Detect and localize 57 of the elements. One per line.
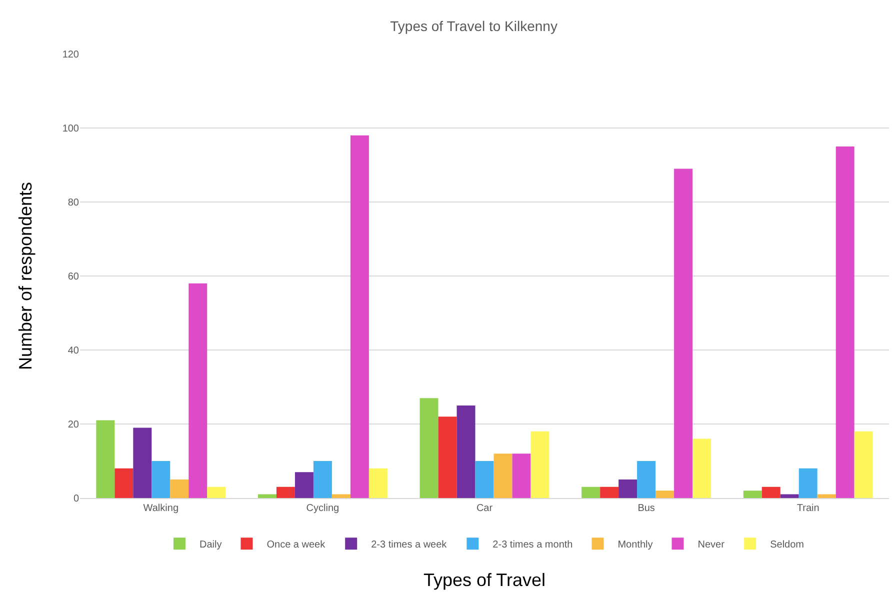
y-tick-label: 80	[68, 198, 80, 208]
bar	[582, 486, 600, 498]
y-tick-label: 0	[73, 494, 80, 504]
bar	[170, 480, 189, 498]
bar	[332, 494, 350, 498]
bar	[780, 494, 799, 498]
legend-label: Never	[698, 539, 726, 550]
chart-title: Types of Travel to Kilkenny	[390, 18, 558, 34]
bar	[637, 461, 656, 498]
bar	[743, 490, 762, 498]
bar	[530, 431, 550, 498]
y-tick-label: 100	[62, 124, 80, 134]
bar	[114, 468, 134, 498]
y-tick-label: 120	[62, 50, 80, 60]
bar	[368, 468, 388, 498]
legend-label: 2-3 times a month	[492, 539, 573, 550]
y-tick-label: 20	[68, 420, 80, 430]
bar	[494, 454, 512, 498]
bar	[512, 454, 531, 498]
bar	[258, 494, 276, 498]
x-tick-label: Cycling	[306, 503, 340, 514]
bar	[276, 486, 295, 498]
bar	[456, 406, 476, 498]
bar	[188, 283, 208, 498]
bar	[836, 146, 854, 498]
bar	[600, 486, 619, 498]
bar	[350, 135, 369, 498]
x-axis-title: Types of Travel	[423, 570, 546, 590]
bar	[207, 486, 226, 498]
bar	[313, 461, 332, 498]
y-tick-label: 60	[68, 272, 80, 282]
bar	[692, 438, 712, 498]
bar	[152, 461, 170, 498]
bar	[96, 420, 115, 498]
bar	[762, 486, 780, 498]
legend-label: Seldom	[770, 539, 804, 550]
legend-label: Once a week	[266, 539, 326, 550]
x-tick-label: Walking	[143, 503, 178, 514]
bar	[133, 428, 152, 498]
bar	[656, 490, 674, 498]
y-tick-label: 40	[68, 346, 80, 356]
x-tick-label: Train	[796, 503, 820, 514]
legend-label: Monthly	[618, 539, 653, 550]
legend-label: 2-3 times a week	[371, 539, 448, 550]
bar	[294, 472, 314, 498]
bar	[817, 494, 836, 498]
bar	[618, 480, 638, 498]
bar	[674, 168, 693, 498]
x-tick-label: Car	[476, 503, 494, 514]
bar	[420, 398, 438, 498]
bar	[438, 416, 457, 498]
y-axis-title: Number of respondents	[16, 182, 36, 370]
x-tick-label: Bus	[638, 503, 655, 514]
bar	[854, 431, 873, 498]
legend-label: Daily	[200, 539, 222, 550]
bar	[798, 468, 818, 498]
bar	[475, 461, 494, 498]
